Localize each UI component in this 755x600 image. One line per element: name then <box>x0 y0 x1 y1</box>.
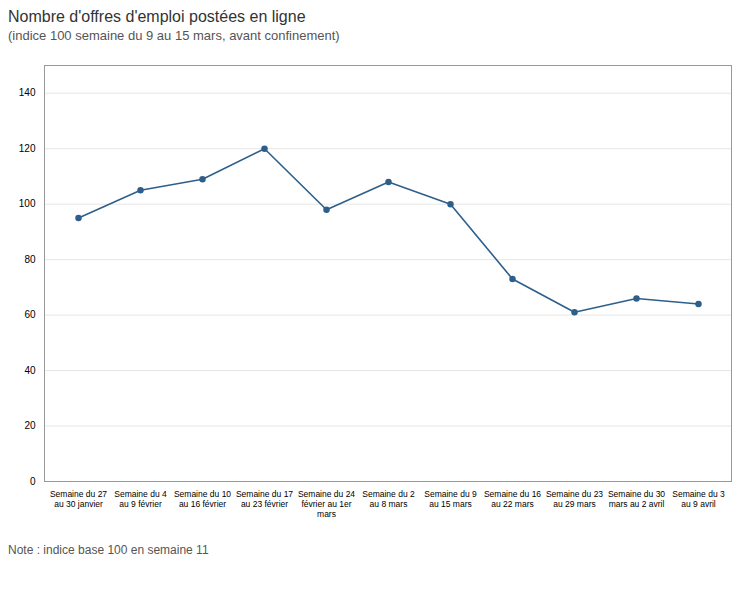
svg-text:Semaine du 23au 29 mars: Semaine du 23au 29 mars <box>546 489 603 509</box>
svg-text:100: 100 <box>19 198 36 209</box>
svg-text:0: 0 <box>30 476 36 487</box>
svg-text:140: 140 <box>19 87 36 98</box>
svg-text:80: 80 <box>24 254 36 265</box>
html-text:Note : indice base 100 en sema: Note : indice base 100 en semaine 11 <box>8 543 209 557</box>
svg-text:Semaine du 3au 9 avril: Semaine du 3au 9 avril <box>672 489 725 509</box>
svg-text:Semaine du 2au 8 mars: Semaine du 2au 8 mars <box>362 489 415 509</box>
svg-text:Semaine du 27au 30 janvier: Semaine du 27au 30 janvier <box>50 489 107 509</box>
svg-text:Semaine du 9au 15 mars: Semaine du 9au 15 mars <box>424 489 477 509</box>
svg-text:Semaine du 30mars au 2 avril: Semaine du 30mars au 2 avril <box>608 489 665 509</box>
svg-text:Semaine du 4au 9 février: Semaine du 4au 9 février <box>114 489 167 509</box>
svg-text:Semaine du 16au 22 mars: Semaine du 16au 22 mars <box>484 489 541 509</box>
svg-text:Semaine du 10au 16 février: Semaine du 10au 16 février <box>174 489 231 509</box>
html-text:(indice 100 semaine du 9 au 15: (indice 100 semaine du 9 au 15 mars, ava… <box>8 28 340 43</box>
svg-text:Semaine du 17au 23 février: Semaine du 17au 23 février <box>236 489 293 509</box>
svg-text:120: 120 <box>19 143 36 154</box>
svg-text:Semaine du 24février au 1ermar: Semaine du 24février au 1ermars <box>298 489 355 519</box>
svg-text:20: 20 <box>24 420 36 431</box>
svg-text:60: 60 <box>24 309 36 320</box>
svg-text:40: 40 <box>24 365 36 376</box>
html-text:Nombre d'offres d'emploi posté: Nombre d'offres d'emploi postées en lign… <box>8 8 306 25</box>
